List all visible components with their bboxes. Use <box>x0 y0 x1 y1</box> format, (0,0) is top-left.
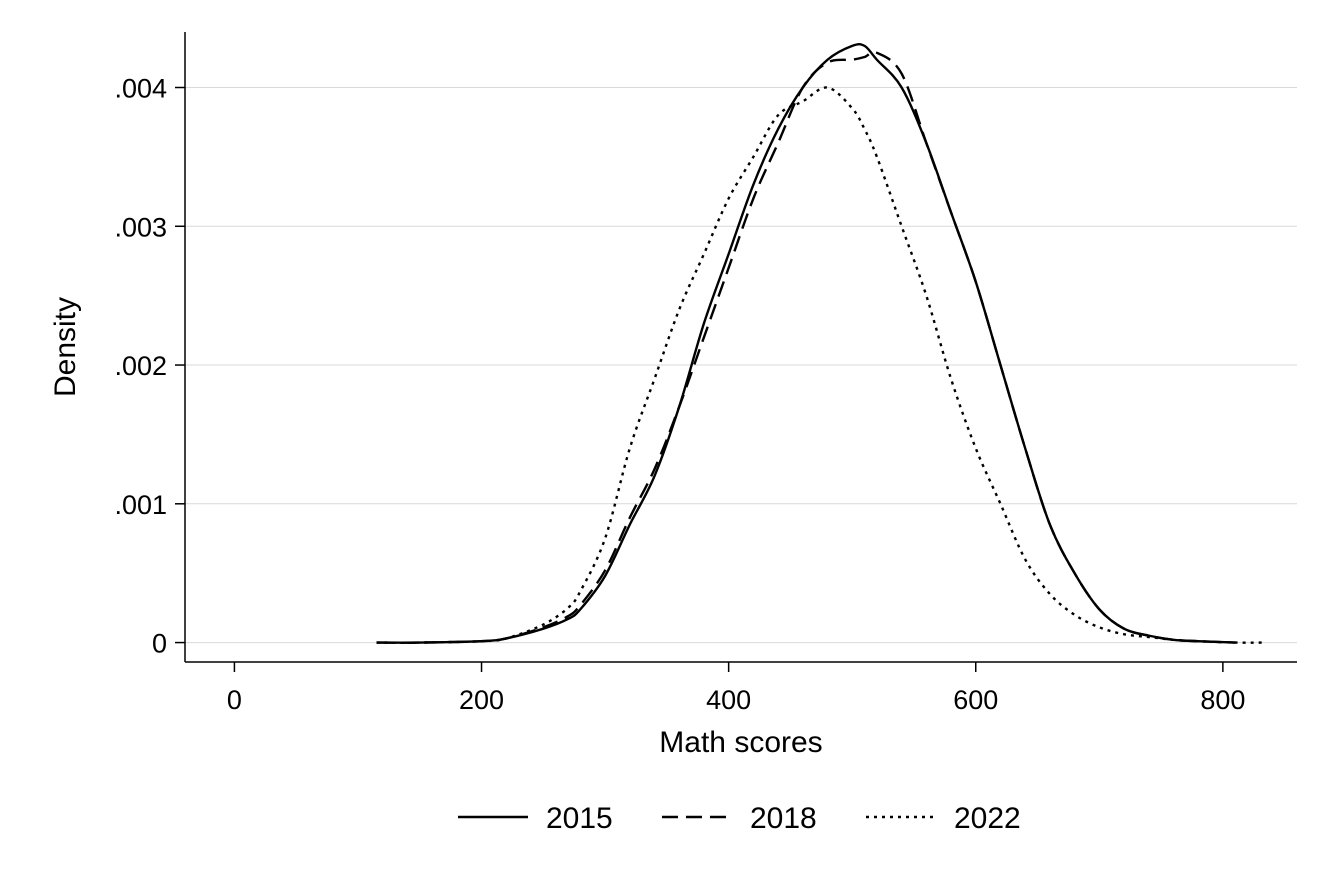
y-tick-label: .001 <box>114 490 167 520</box>
x-tick-label: 400 <box>706 685 751 715</box>
legend: 2015 2018 2022 <box>458 802 1021 835</box>
axes <box>184 32 1297 663</box>
legend-label-2022: 2022 <box>954 802 1021 835</box>
y-tick-label: .002 <box>114 351 167 381</box>
x-tick-label: 0 <box>227 685 242 715</box>
x-tick-label: 200 <box>459 685 504 715</box>
series-line-2022 <box>376 86 1267 644</box>
x-tick-label: 600 <box>953 685 998 715</box>
x-tick-label: 800 <box>1200 685 1245 715</box>
y-tick-label: 0 <box>152 629 167 659</box>
gridlines <box>185 87 1297 644</box>
series-lines <box>376 42 1267 644</box>
legend-label-2018: 2018 <box>750 802 817 835</box>
y-tick-label: .003 <box>114 212 167 242</box>
series-line-2018 <box>376 50 1236 644</box>
ticks: 0 .001 .002 .003 .004 0 200 400 600 800 <box>114 74 1245 715</box>
legend-label-2015: 2015 <box>546 802 613 835</box>
y-axis-title: Density <box>49 297 82 397</box>
x-axis-title: Math scores <box>659 726 822 759</box>
series-line-2015 <box>376 42 1236 644</box>
y-tick-label: .004 <box>114 74 167 104</box>
